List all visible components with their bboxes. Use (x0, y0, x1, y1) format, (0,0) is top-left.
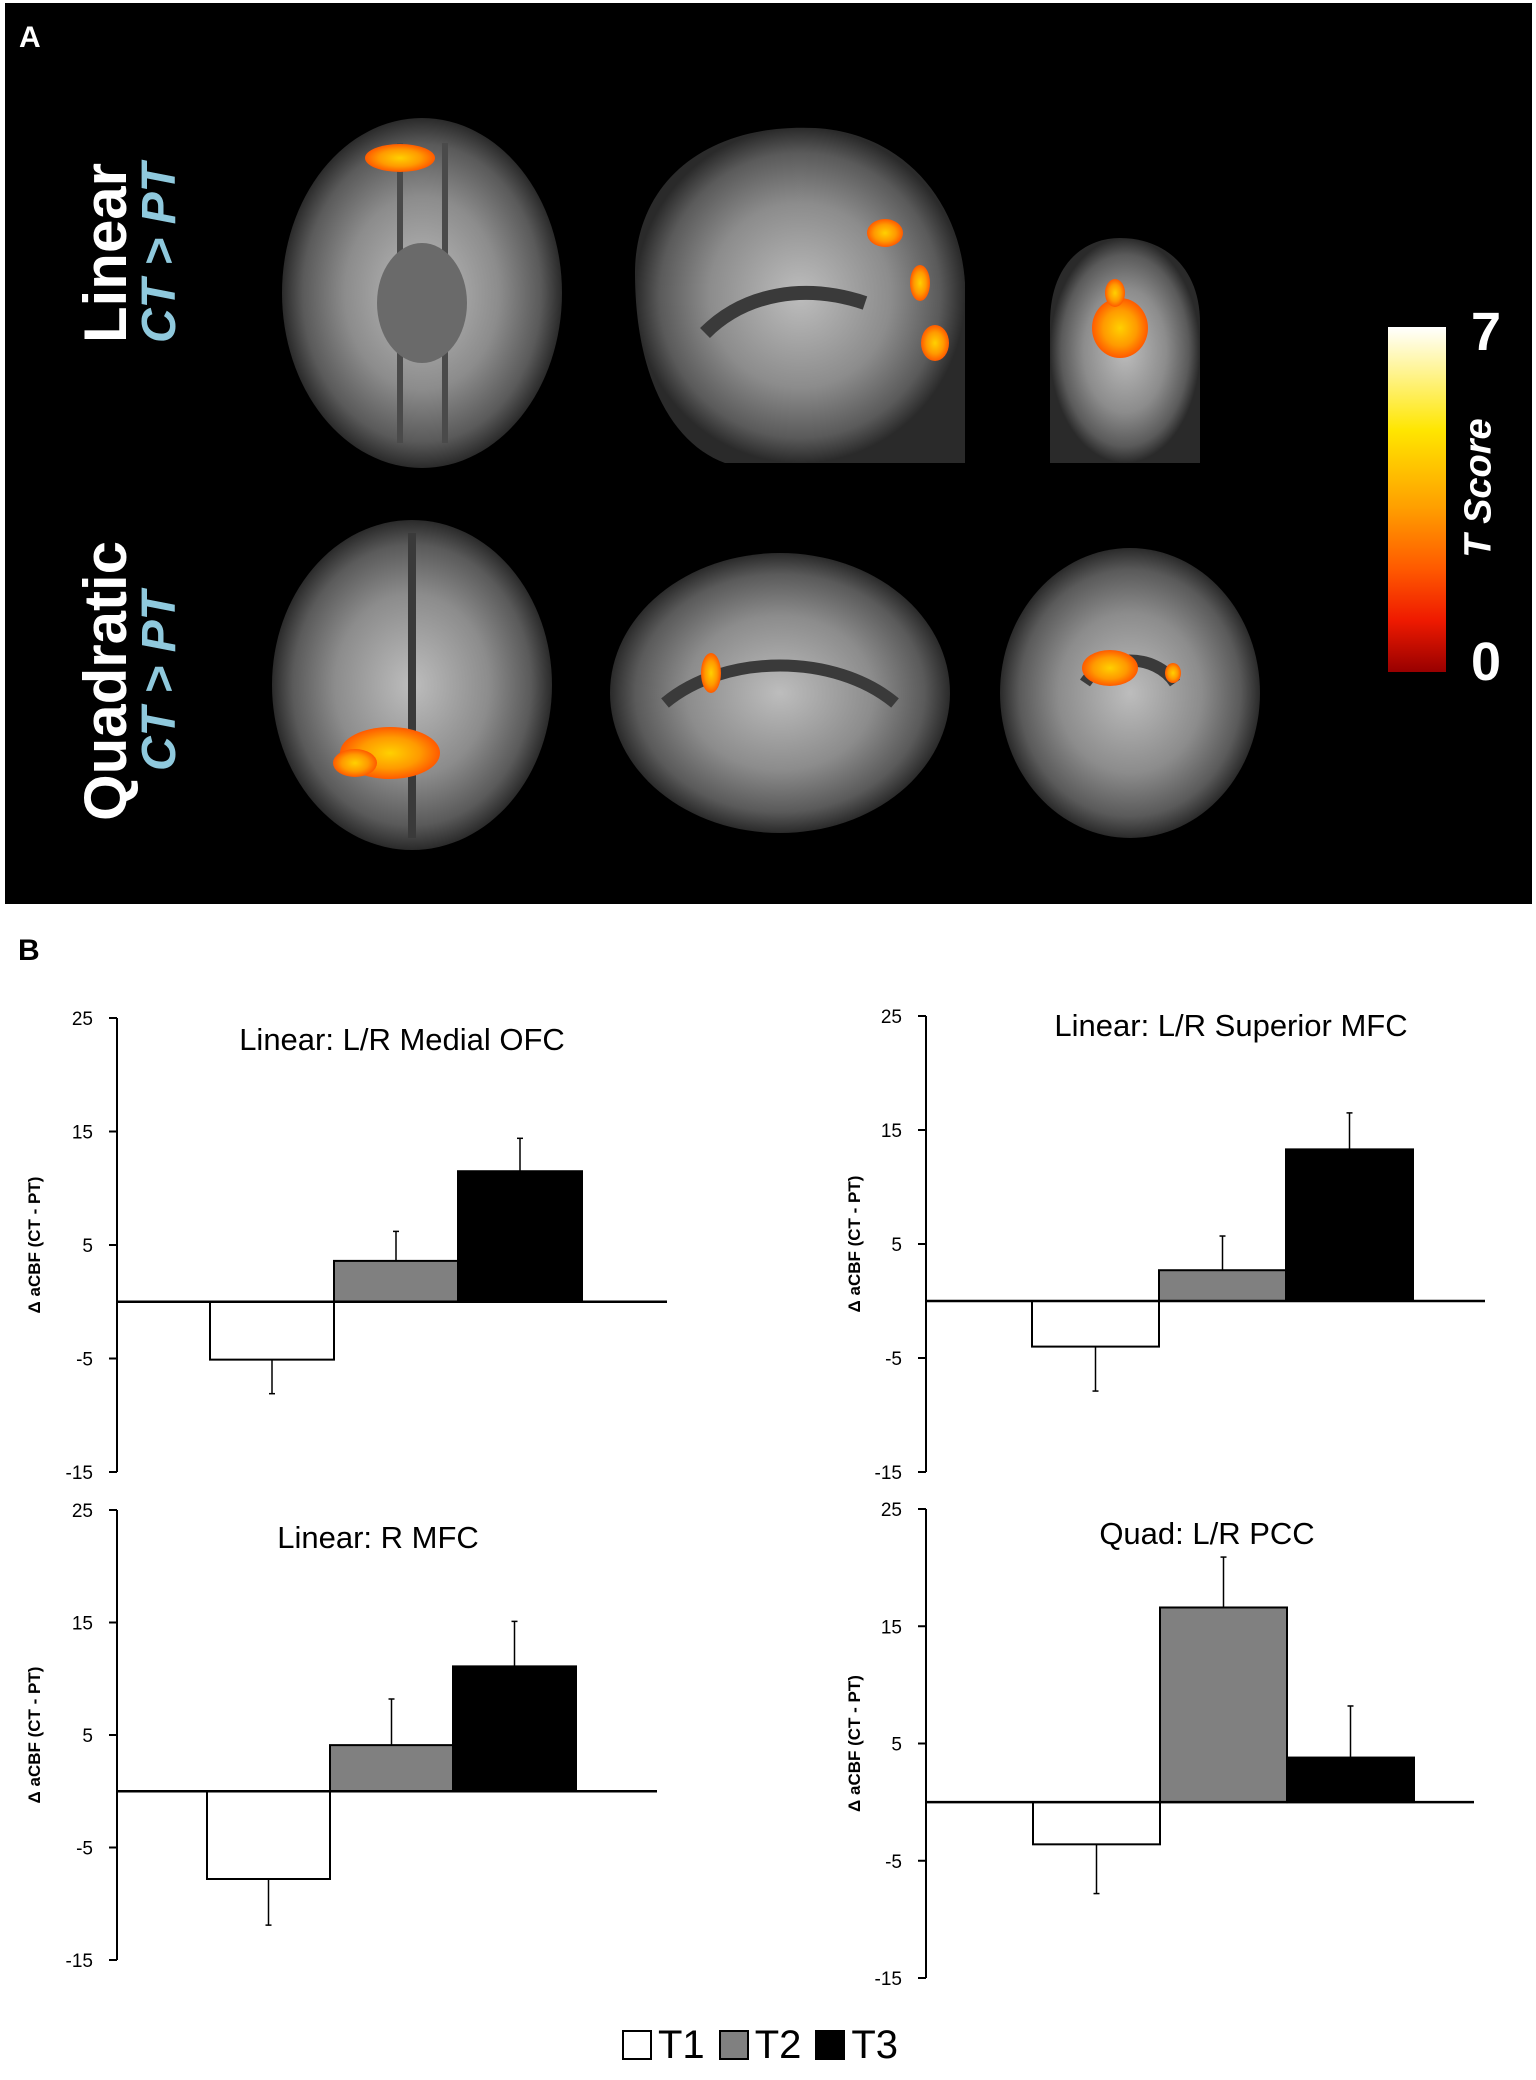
y-tick-label: -5 (76, 1839, 93, 1860)
chart-title: Quad: L/R PCC (1099, 1516, 1314, 1551)
y-tick-label: 15 (881, 1121, 902, 1142)
y-tick-label: 15 (881, 1617, 902, 1638)
legend-label-t1: T1 (658, 2022, 705, 2067)
y-tick-label: 25 (881, 1500, 902, 1521)
legend-swatch-t1 (622, 2030, 652, 2060)
y-tick-label: 25 (881, 1007, 902, 1028)
y-tick-label: 15 (72, 1614, 93, 1635)
bar-t1 (1032, 1801, 1161, 1846)
panel-b-label: B (18, 934, 40, 967)
chart-title: Linear: L/R Superior MFC (1054, 1008, 1407, 1043)
y-tick-label: 25 (72, 1501, 93, 1522)
y-tick-label: -5 (885, 1852, 902, 1873)
bar-t3 (1285, 1148, 1414, 1302)
chart-title: Linear: L/R Medial OFC (239, 1022, 565, 1057)
activation-blob (1165, 663, 1181, 683)
coronal-slice-quadratic (1000, 548, 1260, 838)
activation-blob (1082, 650, 1138, 686)
activation-blob (1105, 279, 1125, 307)
legend-item-t2: T2 (718, 2022, 802, 2068)
y-tick-label: -15 (66, 1463, 93, 1484)
legend: T1 T2 T3 (622, 2020, 898, 2070)
bar-t3 (1286, 1756, 1415, 1804)
activation-blob (867, 219, 903, 247)
bar-t2 (1159, 1606, 1288, 1804)
legend-label-t2: T2 (754, 2022, 802, 2067)
activation-blob (365, 144, 435, 172)
activation-blob (1092, 298, 1148, 358)
y-tick-label: 5 (82, 1236, 93, 1257)
y-tick-label: -15 (66, 1951, 93, 1972)
bar-t2 (1158, 1269, 1287, 1302)
y-tick-label: 5 (891, 1235, 902, 1256)
bar-t1 (206, 1790, 331, 1880)
legend-swatch-t3 (815, 2030, 846, 2060)
activation-blob (910, 265, 930, 301)
bar-t2 (329, 1744, 454, 1793)
sagittal-slice-quadratic (610, 553, 950, 833)
t-score-colorbar (1388, 327, 1446, 672)
bar-t1 (209, 1300, 335, 1361)
colorbar-min-label: 0 (1471, 632, 1502, 692)
y-axis-label: Δ aCBF (CT - PT) (25, 1667, 44, 1804)
y-tick-label: -15 (875, 1969, 902, 1990)
y-tick-label: 5 (891, 1735, 902, 1756)
y-tick-label: 25 (72, 1009, 93, 1030)
y-tick-label: -5 (76, 1350, 93, 1371)
y-tick-label: 5 (82, 1726, 93, 1747)
chart-title: Linear: R MFC (277, 1520, 479, 1555)
bar-t2 (333, 1259, 459, 1303)
y-tick-label: -15 (875, 1463, 902, 1484)
bar-t3 (452, 1665, 577, 1793)
bar-t1 (1031, 1300, 1160, 1348)
panel-a-brain-slices: A Linear CT > PT Quadratic CT > PT 7 0 T… (5, 3, 1532, 904)
legend-label-t3: T3 (851, 2022, 899, 2067)
colorbar-max-label: 7 (1471, 302, 1502, 362)
y-tick-label: 15 (72, 1123, 93, 1144)
panel-a-label: A (19, 21, 41, 54)
brain-slices-image (272, 118, 1260, 850)
activation-blob (701, 653, 721, 693)
y-axis-label: Δ aCBF (CT - PT) (845, 1675, 864, 1812)
bar-t3 (457, 1170, 583, 1303)
legend-item-t3: T3 (815, 2023, 898, 2068)
activation-blob (333, 749, 377, 777)
legend-swatch-t2 (718, 2030, 749, 2060)
activation-blob (921, 325, 949, 361)
y-axis-label: Δ aCBF (CT - PT) (25, 1177, 44, 1314)
y-tick-label: -5 (885, 1349, 902, 1370)
legend-item-t1: T1 (622, 2023, 705, 2068)
y-axis-label: Δ aCBF (CT - PT) (845, 1176, 864, 1313)
